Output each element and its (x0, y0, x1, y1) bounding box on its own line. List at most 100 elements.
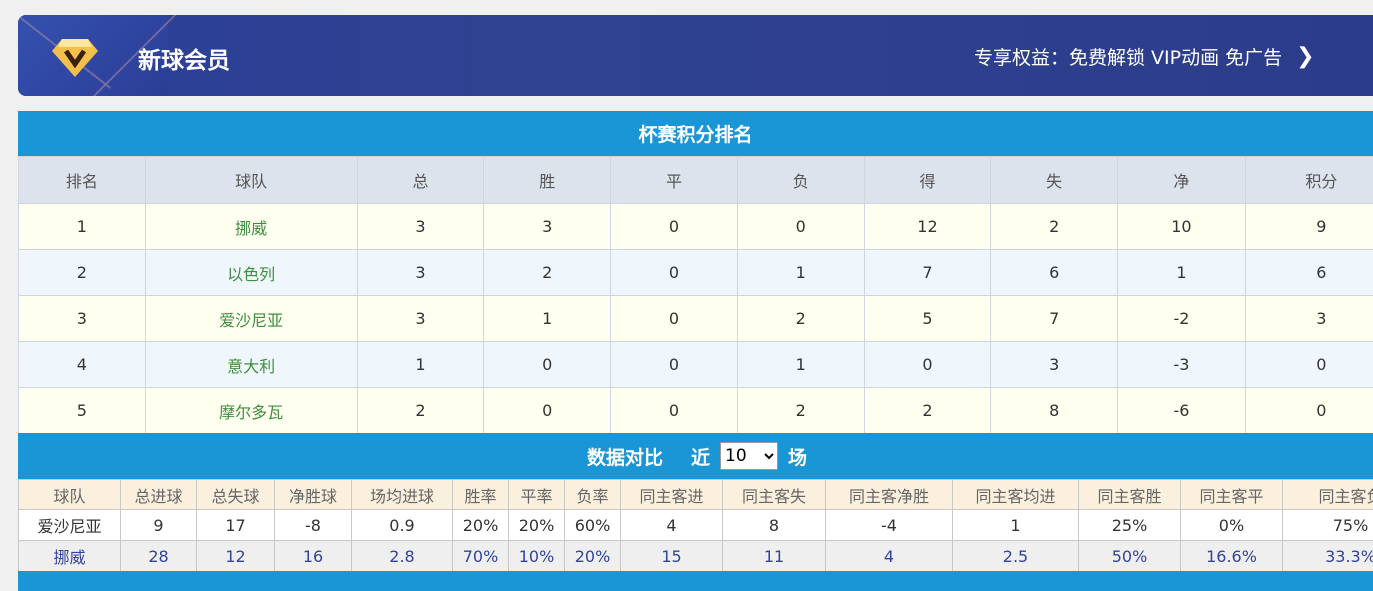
table-cell: 2.5 (953, 541, 1079, 572)
table-cell: 8 (991, 388, 1118, 434)
vip-banner[interactable]: 新球会员 专享权益：免费解锁 VIP动画 免广告 ❯ (18, 15, 1373, 96)
table-cell: 0% (1181, 510, 1283, 541)
table-cell: 75% (1283, 510, 1373, 541)
column-header: 总 (357, 157, 484, 204)
table-cell: 15 (621, 541, 723, 572)
table-cell: 0 (737, 204, 864, 250)
benefits-link[interactable]: 专享权益：免费解锁 VIP动画 免广告 ❯ (974, 43, 1315, 70)
table-cell: 3 (484, 204, 611, 250)
column-header: 同主客净胜 (826, 480, 953, 510)
standings-title-bar: 杯赛积分排名 (18, 111, 1373, 156)
column-header: 同主客平 (1181, 480, 1283, 510)
table-cell: 20% (565, 541, 621, 572)
table-cell: 0.9 (352, 510, 453, 541)
chevron-right-icon: ❯ (1296, 44, 1314, 69)
table-cell: 1 (19, 204, 146, 250)
column-header: 平率 (509, 480, 565, 510)
column-header: 球队 (145, 157, 357, 204)
table-cell: 2 (737, 388, 864, 434)
table-cell: 0 (611, 388, 738, 434)
column-header: 同主客进 (621, 480, 723, 510)
column-header: 平 (611, 157, 738, 204)
table-cell: 1 (1118, 250, 1246, 296)
table-cell: 11 (723, 541, 826, 572)
team-name: 挪威 (19, 541, 121, 572)
vip-diamond-icon (52, 37, 98, 77)
next-section-bar (18, 571, 1373, 591)
table-cell: -4 (826, 510, 953, 541)
team-link[interactable]: 挪威 (145, 204, 357, 250)
header-row: 球队总进球总失球净胜球场均进球胜率平率负率同主客进同主客失同主客净胜同主客均进同… (19, 480, 1373, 510)
table-cell: 16.6% (1181, 541, 1283, 572)
table-cell: 70% (453, 541, 509, 572)
column-header: 球队 (19, 480, 121, 510)
table-cell: -2 (1118, 296, 1246, 342)
table-cell: 4 (826, 541, 953, 572)
table-cell: 2 (864, 388, 991, 434)
table-cell: 1 (737, 342, 864, 388)
standings-title: 杯赛积分排名 (638, 120, 752, 147)
team-name: 爱沙尼亚 (19, 510, 121, 541)
table-cell: 2 (484, 250, 611, 296)
compare-title-bar: 数据对比 近 10 场 (18, 433, 1373, 479)
team-link[interactable]: 以色列 (145, 250, 357, 296)
table-cell: 2 (991, 204, 1118, 250)
table-cell: 3 (19, 296, 146, 342)
table-cell: 3 (357, 296, 484, 342)
table-cell: -8 (275, 510, 352, 541)
table-cell: 5 (864, 296, 991, 342)
table-cell: 3 (357, 250, 484, 296)
table-cell: 25% (1079, 510, 1181, 541)
column-header: 同主客失 (723, 480, 826, 510)
column-header: 排名 (19, 157, 146, 204)
table-cell: 6 (1245, 250, 1373, 296)
table-cell: 20% (453, 510, 509, 541)
table-cell: 1 (737, 250, 864, 296)
table-cell: 0 (1245, 342, 1373, 388)
table-cell: 17 (197, 510, 275, 541)
table-cell: 10% (509, 541, 565, 572)
table-cell: 10 (1118, 204, 1246, 250)
table-cell: 1 (953, 510, 1079, 541)
table-cell: 1 (357, 342, 484, 388)
table-cell: 9 (121, 510, 197, 541)
table-cell: 2 (357, 388, 484, 434)
table-cell: 2 (737, 296, 864, 342)
recent-prefix: 近 (691, 443, 710, 470)
team-link[interactable]: 爱沙尼亚 (145, 296, 357, 342)
table-cell: 12 (864, 204, 991, 250)
table-cell: 0 (484, 388, 611, 434)
table-cell: 16 (275, 541, 352, 572)
column-header: 负率 (565, 480, 621, 510)
column-header: 同主客胜 (1079, 480, 1181, 510)
table-cell: 12 (197, 541, 275, 572)
table-cell: 8 (723, 510, 826, 541)
table-cell: 0 (1245, 388, 1373, 434)
table-cell: 5 (19, 388, 146, 434)
team-link[interactable]: 摩尔多瓦 (145, 388, 357, 434)
column-header: 总进球 (121, 480, 197, 510)
column-header: 净 (1118, 157, 1246, 204)
team-link[interactable]: 意大利 (145, 342, 357, 388)
table-cell: 33.3% (1283, 541, 1373, 572)
column-header: 失 (991, 157, 1118, 204)
recent-matches-select[interactable]: 10 (720, 442, 778, 470)
column-header: 得 (864, 157, 991, 204)
table-cell: 7 (991, 296, 1118, 342)
benefits-text: 专享权益：免费解锁 VIP动画 免广告 (974, 43, 1282, 70)
compare-table: 球队总进球总失球净胜球场均进球胜率平率负率同主客进同主客失同主客净胜同主客均进同… (18, 479, 1373, 572)
table-cell: 0 (611, 250, 738, 296)
header-row: 排名球队总胜平负得失净积分 (19, 157, 1373, 204)
table-cell: 6 (991, 250, 1118, 296)
table-cell: 0 (611, 296, 738, 342)
column-header: 场均进球 (352, 480, 453, 510)
banner-title: 新球会员 (138, 41, 230, 75)
table-cell: 0 (611, 204, 738, 250)
